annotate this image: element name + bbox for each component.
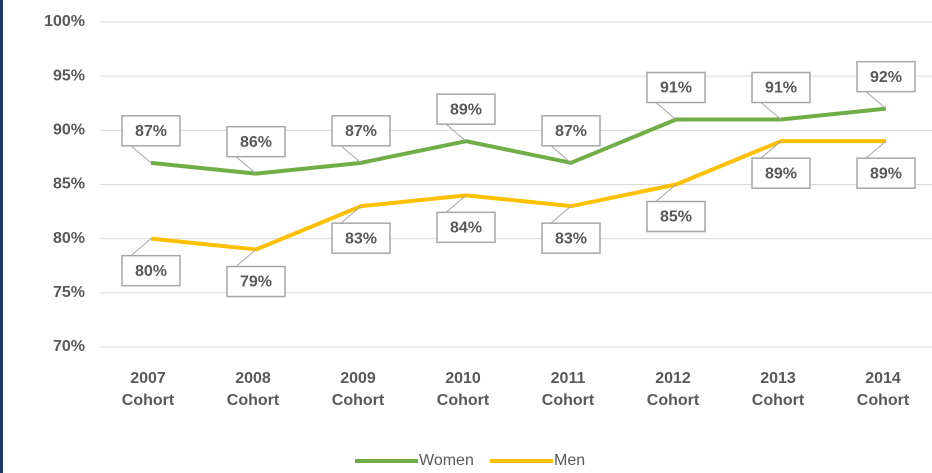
data-label: 91% [765,80,797,97]
label-box [436,211,496,244]
label-box [436,93,496,125]
x-tick-label: 2010 Cohort [436,370,490,409]
data-label: 92% [870,69,902,86]
label-box [856,60,916,93]
series-line [150,106,887,176]
label-leader [445,194,467,213]
label-leader [865,91,887,110]
label-box [226,265,286,298]
y-tick-label: 75% [53,284,85,301]
label-leader [865,140,887,159]
y-tick-label: 70% [53,338,85,355]
y-tick-label: 90% [53,122,85,139]
label-leader [550,145,572,164]
data-label: 85% [660,209,692,226]
y-tick-label: 100% [44,13,85,30]
data-label: 87% [555,123,587,140]
label-box [121,115,181,147]
x-tick-label: 2007 Cohort [121,370,175,409]
label-box [541,115,601,147]
legend-label: Men [554,452,585,469]
x-tick-label: 2012 Cohort [646,370,700,409]
x-tick-label: 2008 Cohort [226,370,280,409]
y-tick-label: 85% [53,176,85,193]
data-label: 91% [660,80,692,97]
label-leader [340,205,362,224]
label-box [646,71,706,104]
data-label: 89% [870,165,902,182]
data-label: 87% [345,123,377,140]
label-leader [445,123,467,142]
label-leader [130,145,152,164]
label-leader [130,238,152,257]
label-box [331,222,391,254]
legend-label: Women [419,452,474,469]
label-box [751,157,811,189]
y-tick-label: 95% [53,67,85,84]
plot: 70% 75% 80% 85% 90% 95% 100% 87% 86% 87% 89% 87% 91%… [44,13,932,469]
label-leader [550,205,572,224]
y-tick-label: 80% [53,230,85,247]
x-tick-label: 2011 Cohort [541,370,595,409]
label-box [121,254,181,287]
label-leader [340,145,362,164]
label-box [646,200,706,233]
series-line [150,139,886,252]
label-leader [235,249,257,267]
x-tick-label: 2013 Cohort [751,370,805,409]
label-leader [655,184,677,202]
data-label: 89% [765,165,797,182]
data-label: 87% [135,123,167,140]
data-label: 89% [450,101,482,118]
x-tick-label: 2014 Cohort [856,370,910,409]
label-box [541,222,601,254]
x-tick-label: 2009 Cohort [331,370,385,409]
label-leader [760,102,782,120]
data-label: 79% [240,274,272,291]
label-box [226,125,286,158]
data-label: 86% [240,134,272,151]
data-label: 84% [450,220,482,237]
label-leader [655,102,677,120]
data-label: 80% [135,263,167,280]
label-box [751,71,811,104]
label-box [331,115,391,147]
label-box [856,157,916,189]
label-leader [235,156,257,175]
label-leader [760,140,782,159]
data-label: 83% [345,230,377,247]
data-label: 83% [555,230,587,247]
